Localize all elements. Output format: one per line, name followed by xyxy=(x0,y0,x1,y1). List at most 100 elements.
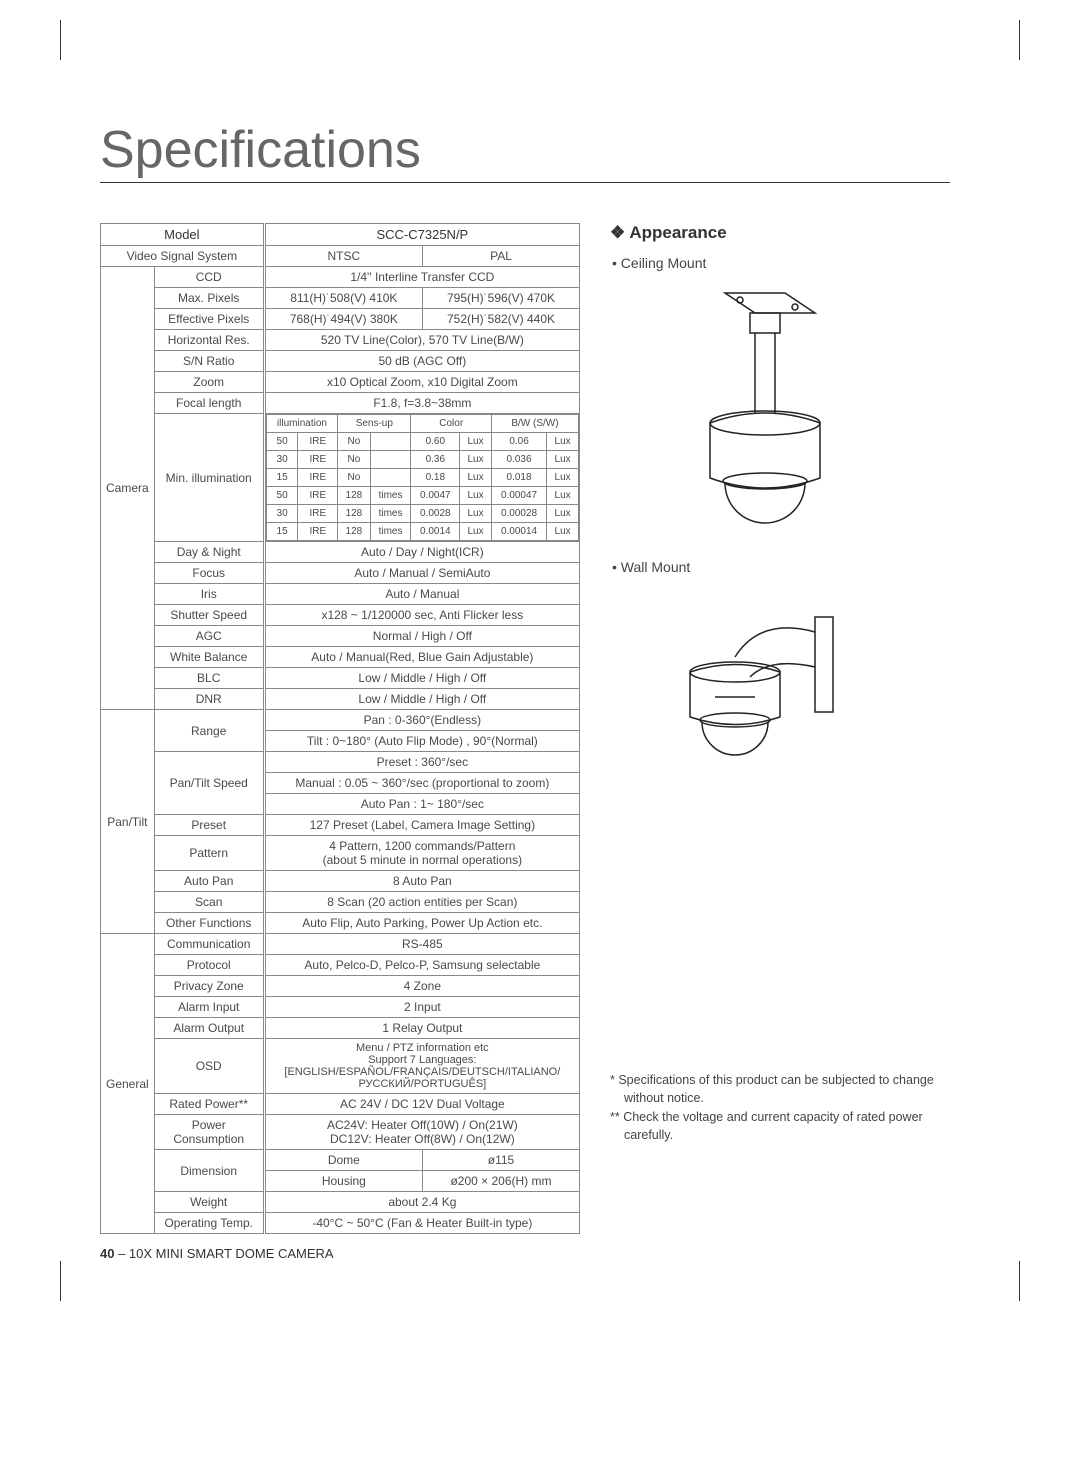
specifications-table: Model SCC-C7325N/P Video Signal System N… xyxy=(100,223,580,1234)
focus-label: Focus xyxy=(154,563,264,584)
appearance-heading: Appearance xyxy=(610,223,940,243)
footer-text: – 10X MINI SMART DOME CAMERA xyxy=(114,1246,333,1261)
pz-label: Privacy Zone xyxy=(154,976,264,997)
note-2: ** Check the voltage and current capacit… xyxy=(610,1109,940,1144)
footer: 40 – 10X MINI SMART DOME CAMERA xyxy=(100,1246,580,1261)
speed-label: Pan/Tilt Speed xyxy=(154,752,264,815)
wall-mount-diagram xyxy=(640,587,870,787)
dim-a-v: ø115 xyxy=(423,1150,580,1171)
model-label: Model xyxy=(101,224,265,246)
weight-value: about 2.4 Kg xyxy=(264,1192,579,1213)
ao-value: 1 Relay Output xyxy=(264,1018,579,1039)
wb-label: White Balance xyxy=(154,647,264,668)
proto-value: Auto, Pelco-D, Pelco-P, Samsung selectab… xyxy=(264,955,579,976)
agc-label: AGC xyxy=(154,626,264,647)
pattern-label: Pattern xyxy=(154,836,264,871)
osd-label: OSD xyxy=(154,1039,264,1094)
proto-label: Protocol xyxy=(154,955,264,976)
crop-mark xyxy=(1008,1261,1020,1301)
comm-label: Communication xyxy=(154,934,264,955)
maxpx-label: Max. Pixels xyxy=(154,288,264,309)
effpx-a: 768(H)˙494(V) 380K xyxy=(264,309,422,330)
other-value: Auto Flip, Auto Parking, Power Up Action… xyxy=(264,913,579,934)
minill-label: Min. illumination xyxy=(154,414,264,542)
crop-mark xyxy=(60,1261,72,1301)
page-title: Specifications xyxy=(100,120,950,183)
dim-b-v: ø200 × 206(H) mm xyxy=(423,1171,580,1192)
ceiling-mount-label: Ceiling Mount xyxy=(612,255,940,271)
focal-value: F1.8, f=3.8~38mm xyxy=(264,393,579,414)
other-label: Other Functions xyxy=(154,913,264,934)
ai-value: 2 Input xyxy=(264,997,579,1018)
speed-c: Auto Pan : 1~ 180°/sec xyxy=(264,794,579,815)
osd-value: Menu / PTZ information etc Support 7 Lan… xyxy=(264,1039,579,1094)
blc-value: Low / Middle / High / Off xyxy=(264,668,579,689)
preset-value: 127 Preset (Label, Camera Image Setting) xyxy=(264,815,579,836)
crop-mark xyxy=(1008,20,1020,60)
ai-label: Alarm Input xyxy=(154,997,264,1018)
wb-value: Auto / Manual(Red, Blue Gain Adjustable) xyxy=(264,647,579,668)
wall-mount-label: Wall Mount xyxy=(612,559,940,575)
crop-mark xyxy=(60,20,72,60)
dim-label: Dimension xyxy=(154,1150,264,1192)
sn-label: S/N Ratio xyxy=(154,351,264,372)
daynight-label: Day & Night xyxy=(154,542,264,563)
footnotes: * Specifications of this product can be … xyxy=(610,1072,940,1144)
autopan-label: Auto Pan xyxy=(154,871,264,892)
dim-b: Housing xyxy=(264,1171,422,1192)
zoom-label: Zoom xyxy=(154,372,264,393)
general-group: General xyxy=(101,934,155,1234)
preset-label: Preset xyxy=(154,815,264,836)
dnr-value: Low / Middle / High / Off xyxy=(264,689,579,710)
scan-label: Scan xyxy=(154,892,264,913)
blc-label: BLC xyxy=(154,668,264,689)
maxpx-a: 811(H)˙508(V) 410K xyxy=(264,288,422,309)
dnr-label: DNR xyxy=(154,689,264,710)
maxpx-b: 795(H)˙596(V) 470K xyxy=(423,288,580,309)
speed-a: Preset : 360°/sec xyxy=(264,752,579,773)
shutter-label: Shutter Speed xyxy=(154,605,264,626)
daynight-value: Auto / Day / Night(ICR) xyxy=(264,542,579,563)
iris-label: Iris xyxy=(154,584,264,605)
ccd-value: 1/4'' Interline Transfer CCD xyxy=(264,267,579,288)
optemp-label: Operating Temp. xyxy=(154,1213,264,1234)
ntsc: NTSC xyxy=(264,246,422,267)
scan-value: 8 Scan (20 action entities per Scan) xyxy=(264,892,579,913)
power-value: AC 24V / DC 12V Dual Voltage xyxy=(264,1094,579,1115)
agc-value: Normal / High / Off xyxy=(264,626,579,647)
range-a: Pan : 0-360°(Endless) xyxy=(264,710,579,731)
weight-label: Weight xyxy=(154,1192,264,1213)
speed-b: Manual : 0.05 ~ 360°/sec (proportional t… xyxy=(264,773,579,794)
hres-value: 520 TV Line(Color), 570 TV Line(B/W) xyxy=(264,330,579,351)
ceiling-mount-diagram xyxy=(640,283,870,553)
ccd-label: CCD xyxy=(154,267,264,288)
autopan-value: 8 Auto Pan xyxy=(264,871,579,892)
note-1: * Specifications of this product can be … xyxy=(610,1072,940,1107)
effpx-b: 752(H)˙582(V) 440K xyxy=(423,309,580,330)
hres-label: Horizontal Res. xyxy=(154,330,264,351)
range-label: Range xyxy=(154,710,264,752)
comm-value: RS-485 xyxy=(264,934,579,955)
pal: PAL xyxy=(423,246,580,267)
model-value: SCC-C7325N/P xyxy=(264,224,579,246)
page-number: 40 xyxy=(100,1246,114,1261)
iris-value: Auto / Manual xyxy=(264,584,579,605)
range-b: Tilt : 0~180° (Auto Flip Mode) , 90°(Nor… xyxy=(264,731,579,752)
pcons-value: AC24V: Heater Off(10W) / On(21W) DC12V: … xyxy=(264,1115,579,1150)
dim-a: Dome xyxy=(264,1150,422,1171)
sn-value: 50 dB (AGC Off) xyxy=(264,351,579,372)
ao-label: Alarm Output xyxy=(154,1018,264,1039)
focus-value: Auto / Manual / SemiAuto xyxy=(264,563,579,584)
illumination-table: illuminationSens-upColorB/W (S/W)50IRENo… xyxy=(266,414,579,541)
pantilt-group: Pan/Tilt xyxy=(101,710,155,934)
optemp-value: -40°C ~ 50°C (Fan & Heater Built-in type… xyxy=(264,1213,579,1234)
zoom-value: x10 Optical Zoom, x10 Digital Zoom xyxy=(264,372,579,393)
pcons-label: Power Consumption xyxy=(154,1115,264,1150)
power-label: Rated Power** xyxy=(154,1094,264,1115)
effpx-label: Effective Pixels xyxy=(154,309,264,330)
focal-label: Focal length xyxy=(154,393,264,414)
camera-group: Camera xyxy=(101,267,155,710)
vss-label: Video Signal System xyxy=(101,246,265,267)
pattern-value: 4 Pattern, 1200 commands/Pattern (about … xyxy=(264,836,579,871)
pz-value: 4 Zone xyxy=(264,976,579,997)
